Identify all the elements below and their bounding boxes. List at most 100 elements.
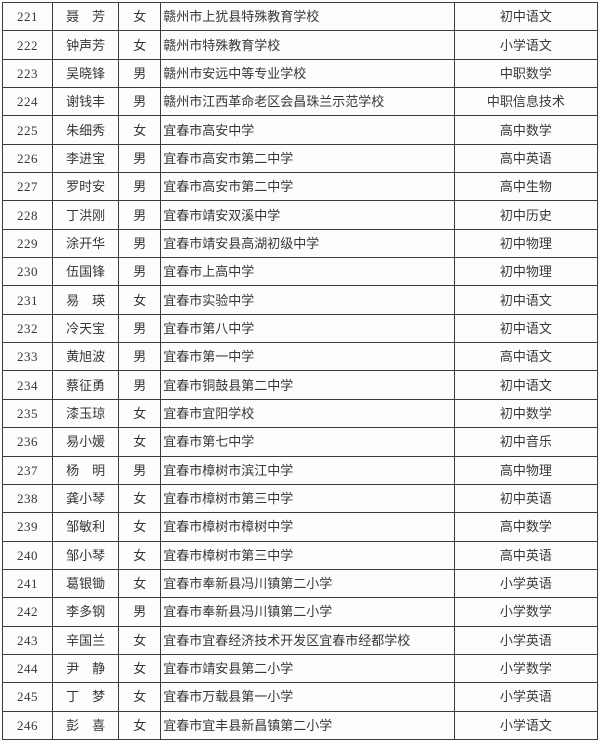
- cell-subject: 初中语文: [453, 285, 599, 315]
- cell-name: 伍国锋: [52, 257, 120, 287]
- cell-subject: 中职信息技术: [453, 87, 599, 117]
- cell-school: 宜春市第八中学: [160, 313, 455, 344]
- cell-subject: 初中数学: [453, 398, 599, 429]
- cell-subject: 高中英语: [453, 143, 599, 174]
- cell-gender: 女: [118, 427, 162, 457]
- table-row: 236 易小媛女宜春市第七中学 初中音乐: [1, 427, 599, 457]
- cell-gender: 男: [118, 370, 162, 400]
- cell-gender: 女: [118, 710, 162, 741]
- table-row: 233 黄旭波男宜春市第一中学 高中语文: [1, 342, 599, 372]
- table-row: 227 罗时安男宜春市高安市第二中学 高中生物: [1, 172, 599, 202]
- cell-number: 228: [1, 200, 54, 230]
- cell-name: 聂 芳: [52, 1, 120, 32]
- cell-number: 237: [1, 455, 54, 485]
- table-row: 244 尹 静女宜春市靖安县第二小学 小学数学: [1, 653, 599, 684]
- table-row: 221 聂 芳女赣州市上犹县特殊教育学校 初中语文: [1, 1, 599, 32]
- cell-gender: 女: [118, 398, 162, 429]
- table-row: 222 钟声芳女赣州市特殊教育学校 小学语文: [1, 30, 599, 60]
- cell-name: 杨 明: [52, 455, 120, 485]
- cell-gender: 男: [118, 58, 162, 89]
- table-row: 241 葛银锄女宜春市奉新县冯川镇第二小学 小学英语: [1, 568, 599, 599]
- table-row: 237 杨 明男宜春市樟树市滨江中学 高中物理: [1, 455, 599, 485]
- cell-subject: 小学语文: [453, 710, 599, 741]
- cell-subject: 高中语文: [453, 342, 599, 372]
- cell-gender: 男: [118, 313, 162, 344]
- cell-number: 225: [1, 115, 54, 145]
- cell-school: 宜春市樟树市樟树中学: [160, 512, 455, 542]
- cell-school: 宜春市樟树市第三中学: [160, 540, 455, 570]
- cell-school: 宜春市第七中学: [160, 427, 455, 457]
- cell-gender: 女: [118, 540, 162, 570]
- table-row: 242 李多钢男宜春市奉新县冯川镇第二小学 小学数学: [1, 597, 599, 627]
- cell-gender: 女: [118, 653, 162, 684]
- table-row: 231 易 瑛女宜春市实验中学 初中语文: [1, 285, 599, 315]
- cell-number: 233: [1, 342, 54, 372]
- cell-school: 宜春市高安市第二中学: [160, 172, 455, 202]
- cell-number: 244: [1, 653, 54, 684]
- cell-number: 240: [1, 540, 54, 570]
- cell-school: 宜春市靖安双溪中学: [160, 200, 455, 230]
- cell-subject: 初中音乐: [453, 427, 599, 457]
- cell-subject: 高中生物: [453, 172, 599, 202]
- cell-number: 222: [1, 30, 54, 60]
- table-row: 239 邹敏利女宜春市樟树市樟树中学 高中数学: [1, 512, 599, 542]
- cell-school: 宜春市第一中学: [160, 342, 455, 372]
- cell-name: 彭 喜: [52, 710, 120, 741]
- cell-school: 宜春市宜丰县新昌镇第二小学: [160, 710, 455, 741]
- cell-name: 易小媛: [52, 427, 120, 457]
- cell-gender: 男: [118, 172, 162, 202]
- cell-subject: 小学语文: [453, 30, 599, 60]
- cell-gender: 女: [118, 512, 162, 542]
- cell-gender: 女: [118, 483, 162, 514]
- cell-subject: 小学数学: [453, 597, 599, 627]
- cell-gender: 男: [118, 87, 162, 117]
- table-row: 226 李进宝男宜春市高安市第二中学 高中英语: [1, 143, 599, 174]
- cell-number: 245: [1, 682, 54, 712]
- cell-gender: 女: [118, 285, 162, 315]
- cell-school: 宜春市宜春经济技术开发区宜春市经都学校: [160, 625, 455, 655]
- cell-gender: 女: [118, 625, 162, 655]
- cell-gender: 女: [118, 682, 162, 712]
- table-row: 235 漆玉琼女宜春市宜阳学校 初中数学: [1, 398, 599, 429]
- cell-subject: 初中语文: [453, 1, 599, 32]
- cell-school: 赣州市安远中等专业学校: [160, 58, 455, 89]
- cell-school: 宜春市宜阳学校: [160, 398, 455, 429]
- cell-name: 易 瑛: [52, 285, 120, 315]
- table-row: 243 辛国兰女宜春市宜春经济技术开发区宜春市经都学校 小学英语: [1, 625, 599, 655]
- cell-school: 赣州市江西革命老区会昌珠兰示范学校: [160, 87, 455, 117]
- cell-name: 李进宝: [52, 143, 120, 174]
- cell-school: 赣州市特殊教育学校: [160, 30, 455, 60]
- cell-gender: 男: [118, 342, 162, 372]
- cell-number: 243: [1, 625, 54, 655]
- cell-subject: 小学英语: [453, 682, 599, 712]
- cell-subject: 初中语文: [453, 370, 599, 400]
- cell-subject: 高中物理: [453, 455, 599, 485]
- cell-subject: 小学英语: [453, 568, 599, 599]
- table-row: 224 谢钱丰男赣州市江西革命老区会昌珠兰示范学校 中职信息技术: [1, 87, 599, 117]
- table-row: 230 伍国锋男宜春市上高中学 初中物理: [1, 257, 599, 287]
- cell-name: 葛银锄: [52, 568, 120, 599]
- table-row: 234 蔡征勇男宜春市铜鼓县第二中学 初中语文: [1, 370, 599, 400]
- cell-subject: 小学英语: [453, 625, 599, 655]
- table-row: 228 丁洪刚男宜春市靖安双溪中学 初中历史: [1, 200, 599, 230]
- cell-gender: 女: [118, 1, 162, 32]
- cell-school: 宜春市铜鼓县第二中学: [160, 370, 455, 400]
- cell-name: 朱细秀: [52, 115, 120, 145]
- cell-name: 罗时安: [52, 172, 120, 202]
- cell-name: 邹敏利: [52, 512, 120, 542]
- cell-number: 238: [1, 483, 54, 514]
- cell-name: 尹 静: [52, 653, 120, 684]
- cell-gender: 女: [118, 568, 162, 599]
- cell-subject: 初中语文: [453, 313, 599, 344]
- cell-school: 宜春市奉新县冯川镇第二小学: [160, 597, 455, 627]
- cell-number: 231: [1, 285, 54, 315]
- cell-number: 246: [1, 710, 54, 741]
- cell-name: 冷天宝: [52, 313, 120, 344]
- table-row: 232 冷天宝男宜春市第八中学 初中语文: [1, 313, 599, 344]
- cell-subject: 小学数学: [453, 653, 599, 684]
- cell-number: 239: [1, 512, 54, 542]
- cell-number: 224: [1, 87, 54, 117]
- cell-school: 宜春市上高中学: [160, 257, 455, 287]
